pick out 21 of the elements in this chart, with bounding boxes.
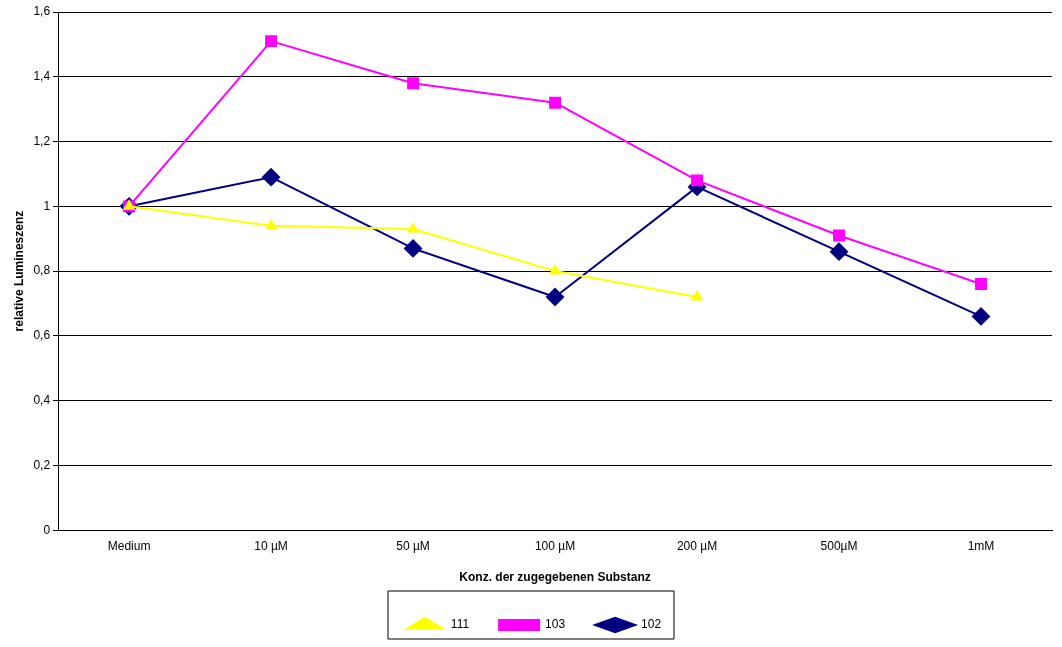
y-axis-title: relative Lumineszenz: [11, 210, 26, 332]
x-tick-label: 500µM: [820, 538, 858, 553]
y-tick-label: 0,2: [33, 457, 51, 472]
x-tick-label: 100 µM: [534, 538, 576, 553]
legend-label: 111: [450, 617, 470, 632]
y-tick-label: 0: [43, 522, 51, 537]
y-tick-label: 1,6: [33, 4, 51, 19]
y-tick-label: 0,6: [33, 328, 51, 343]
x-tick-label: 50 µM: [396, 538, 430, 553]
x-tick-label: 1mM: [967, 538, 995, 553]
x-axis-title: Konz. der zugegebenen Substanz: [459, 570, 651, 585]
legend-label: 102: [641, 617, 662, 632]
x-tick-label: Medium: [107, 538, 151, 553]
y-tick-label: 1,2: [33, 133, 51, 148]
x-tick-label: 200 µM: [676, 538, 718, 553]
legend-label: 103: [545, 617, 566, 632]
y-tick-label: 0,8: [33, 263, 51, 278]
y-tick-label: 1: [43, 198, 51, 213]
y-tick-label: 0,4: [33, 392, 51, 407]
y-tick-label: 1,4: [33, 69, 51, 84]
x-tick-label: 10 µM: [254, 538, 288, 553]
